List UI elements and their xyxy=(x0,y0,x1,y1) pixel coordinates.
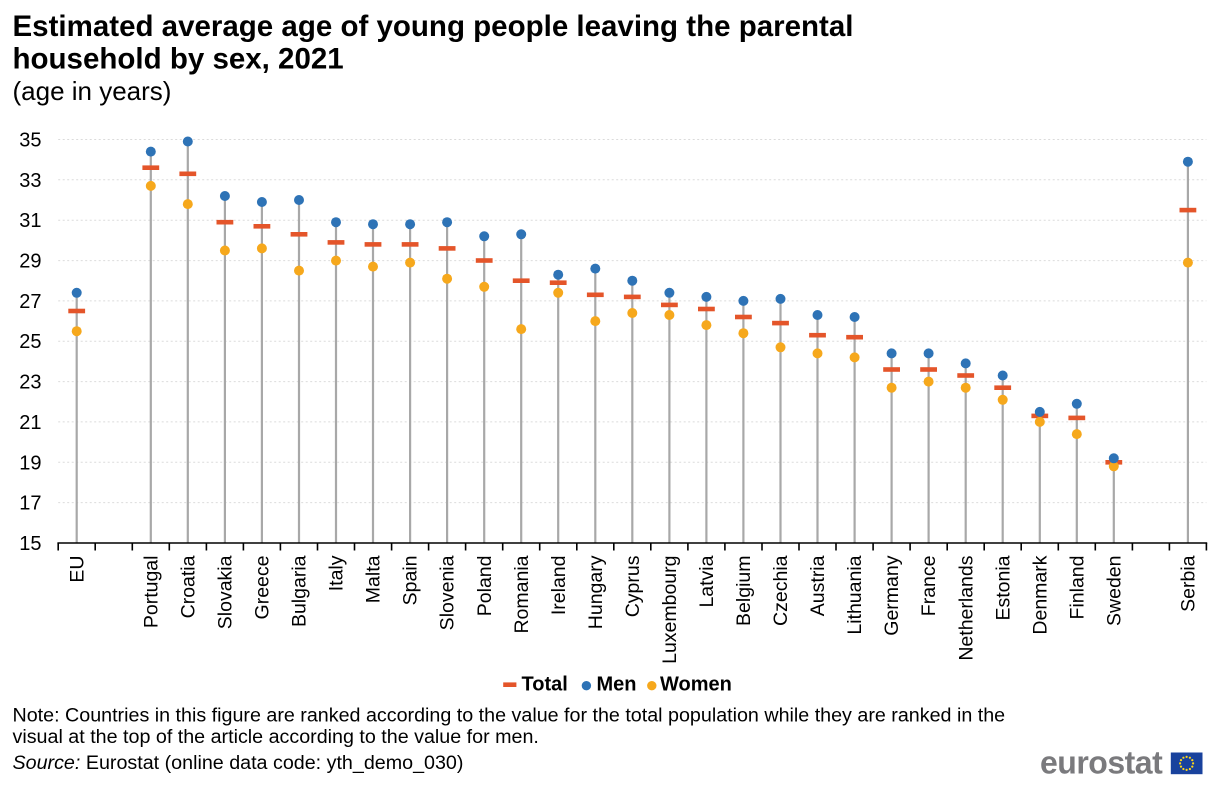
svg-text:29: 29 xyxy=(19,251,41,273)
svg-text:Italy: Italy xyxy=(326,555,348,591)
svg-text:Ireland: Ireland xyxy=(548,556,570,616)
svg-text:Source: Eurostat (online data: Source: Eurostat (online data code: yth_… xyxy=(13,752,464,774)
svg-text:Estimated average age of young: Estimated average age of young people le… xyxy=(13,10,854,43)
svg-text:Luxembourg: Luxembourg xyxy=(659,556,681,664)
svg-text:Greece: Greece xyxy=(252,556,274,620)
svg-text:(age in years): (age in years) xyxy=(13,76,172,106)
svg-text:visual at the top of the artic: visual at the top of the article accordi… xyxy=(13,726,539,748)
svg-text:31: 31 xyxy=(19,210,41,232)
svg-text:Total: Total xyxy=(522,674,568,696)
svg-text:15: 15 xyxy=(19,533,41,555)
svg-text:33: 33 xyxy=(19,170,41,192)
svg-text:Women: Women xyxy=(660,674,732,696)
svg-text:Austria: Austria xyxy=(807,555,829,616)
svg-text:25: 25 xyxy=(19,331,41,353)
svg-text:35: 35 xyxy=(19,130,41,152)
svg-text:Croatia: Croatia xyxy=(177,555,199,618)
svg-text:Slovenia: Slovenia xyxy=(437,555,459,630)
svg-text:Malta: Malta xyxy=(363,555,385,603)
svg-text:Lithuania: Lithuania xyxy=(844,555,866,634)
svg-text:France: France xyxy=(918,556,940,617)
svg-text:Portugal: Portugal xyxy=(140,556,162,629)
svg-text:Denmark: Denmark xyxy=(1029,555,1051,634)
svg-text:Serbia: Serbia xyxy=(1178,555,1200,612)
svg-text:Estonia: Estonia xyxy=(992,555,1014,620)
svg-text:Hungary: Hungary xyxy=(585,555,607,629)
svg-text:Netherlands: Netherlands xyxy=(955,555,977,660)
svg-text:Note: Countries in this figure: Note: Countries in this figure are ranke… xyxy=(13,704,1006,726)
svg-text:EU: EU xyxy=(66,556,88,583)
svg-text:21: 21 xyxy=(19,412,41,434)
svg-text:17: 17 xyxy=(19,493,41,515)
svg-text:Bulgaria: Bulgaria xyxy=(289,555,311,627)
svg-text:23: 23 xyxy=(19,372,41,394)
svg-text:Slovakia: Slovakia xyxy=(215,555,237,629)
svg-text:eurostat: eurostat xyxy=(1040,745,1163,781)
svg-text:Spain: Spain xyxy=(400,556,422,606)
svg-text:Czechia: Czechia xyxy=(770,555,792,626)
svg-text:27: 27 xyxy=(19,291,41,313)
svg-text:Romania: Romania xyxy=(511,555,533,633)
svg-text:Finland: Finland xyxy=(1066,556,1088,620)
svg-text:Poland: Poland xyxy=(474,556,496,617)
svg-text:Belgium: Belgium xyxy=(733,556,755,626)
svg-text:Germany: Germany xyxy=(881,555,903,635)
svg-text:Latvia: Latvia xyxy=(696,555,718,607)
svg-text:household by sex, 2021: household by sex, 2021 xyxy=(13,43,344,76)
svg-text:19: 19 xyxy=(19,452,41,474)
svg-text:Men: Men xyxy=(597,674,637,696)
svg-text:Sweden: Sweden xyxy=(1103,556,1125,626)
svg-text:Cyprus: Cyprus xyxy=(622,555,644,617)
